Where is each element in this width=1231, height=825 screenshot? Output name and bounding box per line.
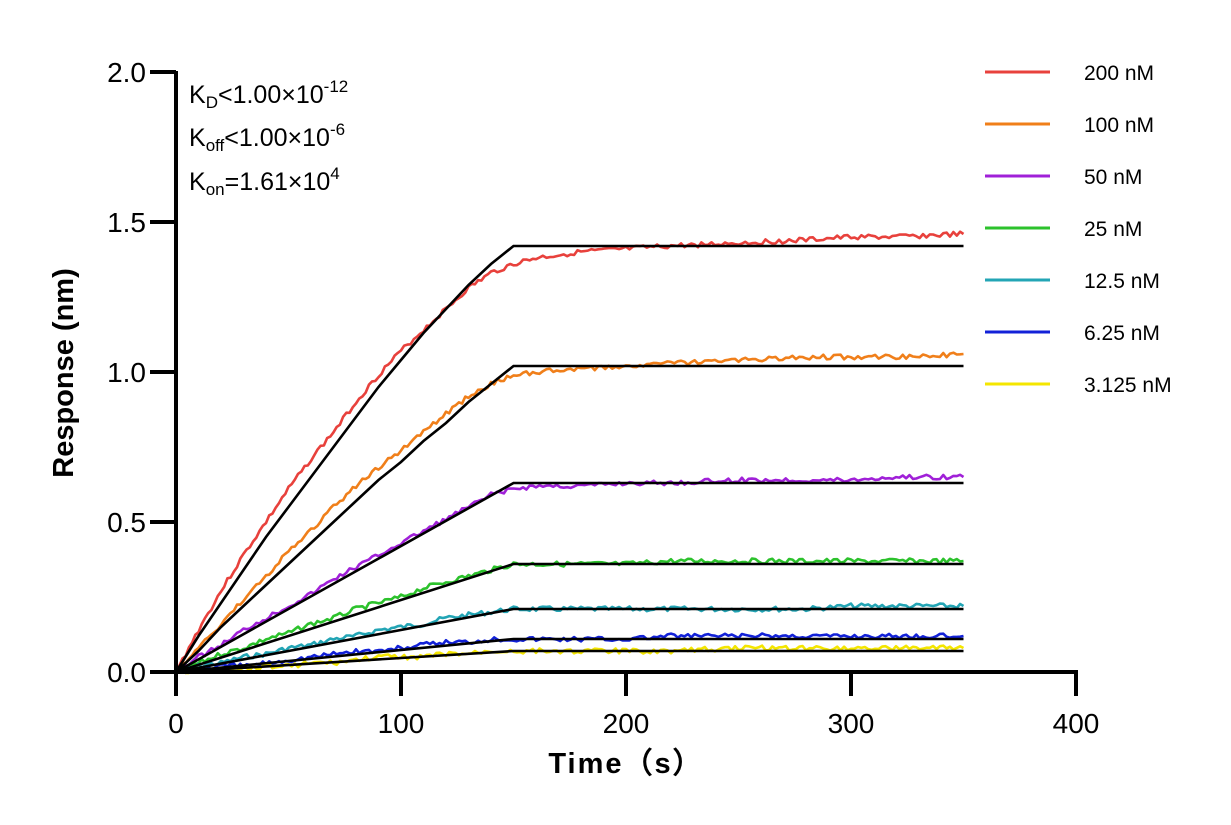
fit-line <box>175 637 964 674</box>
fit-line <box>175 649 964 674</box>
kon-annotation: Kon=1.61×104 <box>189 164 340 199</box>
legend: 200 nM 100 nM 50 nM 25 nM 12.5 nM 6.25 nM 3.12… <box>985 62 1172 397</box>
fit-line <box>174 244 964 673</box>
legend-label: 12.5 nM <box>1084 270 1160 293</box>
tick-labels: 0.0 0.5 1.0 1.5 2.0 0 100 200 300 400 <box>107 57 1099 739</box>
kd-annotation: KD<1.00×10-12 <box>189 77 349 112</box>
y-tick-label: 2.0 <box>107 57 146 88</box>
fit-line <box>175 562 964 674</box>
y-tick-label: 0.0 <box>107 657 146 688</box>
series-line <box>175 557 964 674</box>
legend-label: 100 nM <box>1084 114 1154 137</box>
y-tick-label: 0.5 <box>107 507 146 538</box>
legend-label: 6.25 nM <box>1084 322 1160 345</box>
legend-label: 200 nM <box>1084 62 1154 85</box>
x-tick-label: 0 <box>168 708 184 739</box>
axes <box>150 70 1078 696</box>
fit-line <box>175 607 964 674</box>
y-axis-title: Response (nm) <box>48 268 80 477</box>
series-line <box>175 473 965 674</box>
series-line <box>174 230 965 673</box>
y-tick-label: 1.5 <box>107 207 146 238</box>
x-tick-label: 100 <box>378 708 425 739</box>
x-tick-label: 200 <box>603 708 650 739</box>
koff-annotation: Koff<1.00×10-6 <box>189 120 346 155</box>
fit-line <box>175 364 964 673</box>
y-tick-label: 1.0 <box>107 357 146 388</box>
x-axis-title: Time（s） <box>548 747 703 780</box>
fit-curves <box>174 244 964 674</box>
x-tick-label: 400 <box>1053 708 1100 739</box>
x-tick-label: 300 <box>828 708 875 739</box>
legend-label: 3.125 nM <box>1084 374 1172 397</box>
legend-label: 25 nM <box>1084 218 1142 241</box>
series-line <box>175 351 964 673</box>
series-line <box>175 602 965 674</box>
legend-label: 50 nM <box>1084 166 1142 189</box>
fit-line <box>175 481 964 674</box>
